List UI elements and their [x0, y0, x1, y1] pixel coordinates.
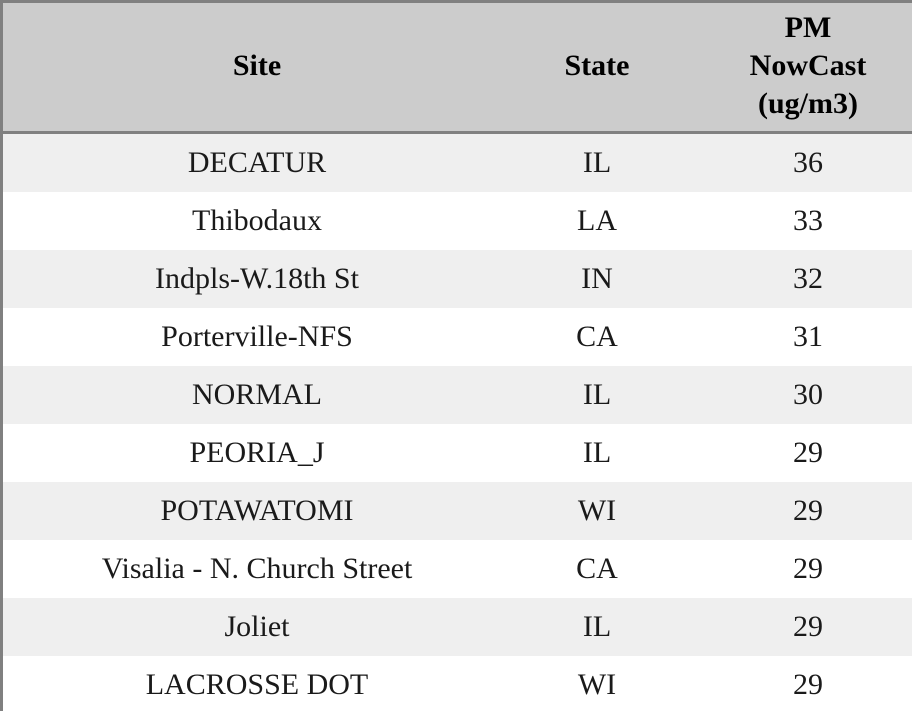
table-header: Site State PM NowCast (ug/m3): [3, 3, 912, 133]
cell-site: DECATUR: [3, 133, 511, 193]
cell-site: PEORIA_J: [3, 424, 511, 482]
cell-state: IL: [511, 598, 683, 656]
column-header-pm-nowcast-line-1: PM: [785, 11, 832, 44]
column-header-pm-nowcast-line-3: (ug/m3): [758, 87, 858, 120]
table-row[interactable]: Thibodaux LA 33: [3, 192, 912, 250]
table-row[interactable]: DECATUR IL 36: [3, 133, 912, 193]
pm-nowcast-table: Site State PM NowCast (ug/m3) DECATUR IL…: [3, 3, 912, 714]
cell-value: 30: [683, 366, 912, 424]
cell-state: CA: [511, 308, 683, 366]
column-header-pm-nowcast-line-2: NowCast: [750, 49, 867, 82]
cell-state: IN: [511, 250, 683, 308]
column-header-state[interactable]: State: [511, 3, 683, 133]
table-row[interactable]: Joliet IL 29: [3, 598, 912, 656]
table-row[interactable]: LACROSSE DOT WI 29: [3, 656, 912, 714]
cell-state: CA: [511, 540, 683, 598]
table-row[interactable]: Indpls-W.18th St IN 32: [3, 250, 912, 308]
cell-value: 29: [683, 424, 912, 482]
cell-site: NORMAL: [3, 366, 511, 424]
cell-site: Joliet: [3, 598, 511, 656]
cell-value: 29: [683, 540, 912, 598]
table-body: DECATUR IL 36 Thibodaux LA 33 Indpls-W.1…: [3, 133, 912, 714]
cell-site: Visalia - N. Church Street: [3, 540, 511, 598]
cell-state: IL: [511, 133, 683, 193]
cell-site: Indpls-W.18th St: [3, 250, 511, 308]
table-header-row: Site State PM NowCast (ug/m3): [3, 3, 912, 133]
cell-site: Thibodaux: [3, 192, 511, 250]
table-row[interactable]: Visalia - N. Church Street CA 29: [3, 540, 912, 598]
cell-site: POTAWATOMI: [3, 482, 511, 540]
cell-site: Porterville-NFS: [3, 308, 511, 366]
cell-value: 31: [683, 308, 912, 366]
cell-value: 33: [683, 192, 912, 250]
table-row[interactable]: POTAWATOMI WI 29: [3, 482, 912, 540]
table-row[interactable]: NORMAL IL 30: [3, 366, 912, 424]
table-row[interactable]: Porterville-NFS CA 31: [3, 308, 912, 366]
cell-state: IL: [511, 366, 683, 424]
column-header-site[interactable]: Site: [3, 3, 511, 133]
cell-value: 29: [683, 598, 912, 656]
cell-state: IL: [511, 424, 683, 482]
cell-value: 32: [683, 250, 912, 308]
column-header-pm-nowcast[interactable]: PM NowCast (ug/m3): [683, 3, 912, 133]
cell-value: 29: [683, 656, 912, 714]
cell-value: 29: [683, 482, 912, 540]
cell-state: WI: [511, 656, 683, 714]
cell-site: LACROSSE DOT: [3, 656, 511, 714]
table-row[interactable]: PEORIA_J IL 29: [3, 424, 912, 482]
cell-state: WI: [511, 482, 683, 540]
cell-state: LA: [511, 192, 683, 250]
cell-value: 36: [683, 133, 912, 193]
column-header-pm-nowcast-wrap: PM NowCast (ug/m3): [720, 9, 896, 123]
